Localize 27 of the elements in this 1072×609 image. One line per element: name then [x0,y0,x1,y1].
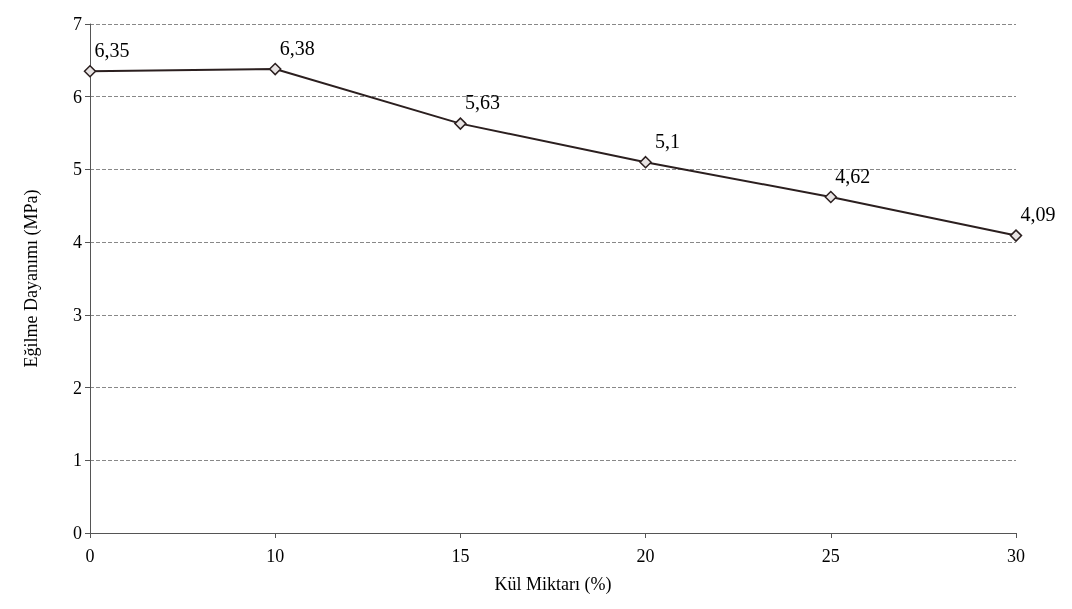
y-tick-label: 0 [73,523,82,543]
y-tick-label: 5 [73,159,82,180]
point [454,117,467,130]
point [1009,229,1023,242]
y-tick-label: 1 [73,450,82,471]
point [639,155,652,169]
x-tick-label: 25 [821,546,840,566]
x-tick-label: 10 [266,546,285,566]
point [824,190,838,204]
point [83,65,97,78]
x-tick-label: 15 [451,546,470,566]
data-label: 4,09 [1020,203,1056,226]
x-axis-title: Kül Miktarı (%) [494,574,612,595]
y-axis-title: Eğilme Dayanımı (MPa) [21,189,42,368]
data-label: 6,38 [279,36,315,59]
y-tick-label: 7 [73,14,82,34]
y-tick-label: 4 [73,232,82,253]
point [268,62,282,76]
y-tick-label: 6 [73,86,82,107]
x-tick-label: 20 [636,546,655,566]
data-label: 4,62 [835,164,871,187]
data-label: 5,63 [464,91,500,114]
data-label: 5,1 [655,129,681,152]
y-tick-label: 3 [73,304,82,325]
x-tick-label: 30 [1007,546,1025,566]
y-tick-label: 2 [73,377,82,398]
data-label: 6,35 [94,39,130,62]
